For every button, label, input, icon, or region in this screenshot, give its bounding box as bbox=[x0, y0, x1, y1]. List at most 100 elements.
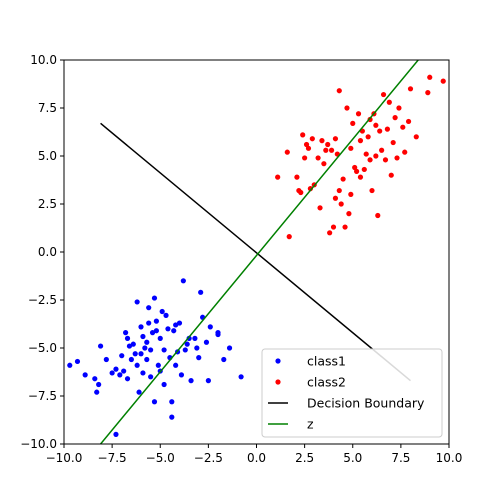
point-series1-50 bbox=[384, 126, 390, 132]
point-series0-3 bbox=[92, 376, 98, 382]
point-series0-23 bbox=[138, 324, 144, 330]
x-tick-label-1: −7.5 bbox=[98, 451, 127, 465]
point-series0-33 bbox=[151, 399, 158, 405]
point-series1-25 bbox=[336, 88, 342, 94]
point-series0-43 bbox=[165, 326, 171, 332]
legend-label-3: z bbox=[307, 417, 314, 432]
point-series0-6 bbox=[97, 343, 104, 349]
point-series1-10 bbox=[307, 186, 313, 192]
x-tick-label-8: 10.0 bbox=[436, 451, 463, 465]
point-series0-22 bbox=[136, 389, 142, 395]
point-series1-7 bbox=[302, 155, 308, 161]
point-series1-31 bbox=[348, 145, 354, 151]
legend-label-2: Decision Boundary bbox=[307, 396, 425, 411]
y-tick-label-1: −7.5 bbox=[28, 389, 57, 403]
point-series1-48 bbox=[380, 91, 387, 98]
point-series1-67 bbox=[373, 122, 379, 128]
point-series1-58 bbox=[402, 149, 408, 155]
point-series1-16 bbox=[323, 147, 329, 153]
point-series1-29 bbox=[344, 105, 350, 111]
y-tick-label-4: 0.0 bbox=[38, 245, 57, 259]
point-series1-3 bbox=[294, 174, 300, 180]
legend-box bbox=[261, 348, 443, 438]
point-series1-53 bbox=[390, 139, 396, 146]
point-series1-9 bbox=[305, 145, 312, 151]
y-tick-label-6: 5.0 bbox=[38, 149, 57, 163]
y-tick-label-0: −10.0 bbox=[20, 437, 57, 451]
series-line-2 bbox=[100, 122, 411, 382]
point-series0-29 bbox=[146, 305, 152, 311]
point-series1-61 bbox=[413, 134, 419, 140]
point-series1-57 bbox=[400, 124, 406, 130]
y-tick-label-7: 7.5 bbox=[38, 101, 57, 115]
x-tick-label-5: 2.5 bbox=[295, 451, 314, 465]
point-series0-12 bbox=[119, 353, 125, 359]
point-series0-25 bbox=[140, 333, 146, 340]
point-series0-71 bbox=[138, 351, 144, 357]
point-series1-33 bbox=[352, 164, 358, 171]
point-series0-55 bbox=[186, 335, 192, 341]
point-series0-62 bbox=[203, 339, 210, 345]
point-series0-46 bbox=[169, 414, 175, 420]
data-marks bbox=[67, 60, 446, 444]
point-series0-67 bbox=[221, 356, 227, 363]
point-series0-17 bbox=[128, 356, 134, 363]
point-series1-54 bbox=[392, 115, 398, 121]
point-series1-18 bbox=[327, 230, 333, 236]
point-series0-20 bbox=[134, 362, 140, 368]
legend-label-0: class1 bbox=[307, 354, 346, 369]
point-series1-2 bbox=[286, 234, 292, 240]
point-series1-47 bbox=[379, 147, 385, 153]
point-series1-11 bbox=[309, 136, 315, 142]
point-series0-7 bbox=[103, 356, 109, 363]
x-tick-label-0: −10.0 bbox=[46, 451, 83, 465]
point-series0-47 bbox=[171, 328, 177, 334]
point-series0-36 bbox=[155, 362, 161, 368]
point-series1-38 bbox=[361, 166, 367, 173]
point-series0-10 bbox=[113, 431, 119, 437]
point-series1-62 bbox=[425, 90, 431, 96]
point-series0-31 bbox=[148, 347, 154, 353]
point-series0-32 bbox=[149, 330, 156, 336]
point-series0-18 bbox=[130, 341, 136, 347]
point-series0-24 bbox=[140, 370, 146, 376]
point-series0-45 bbox=[169, 399, 175, 405]
point-series0-34 bbox=[151, 295, 158, 301]
point-series1-6 bbox=[300, 132, 306, 138]
point-series0-73 bbox=[173, 362, 179, 368]
point-series1-66 bbox=[357, 138, 364, 144]
point-series0-0 bbox=[67, 362, 73, 368]
point-series1-15 bbox=[319, 138, 325, 144]
point-series1-59 bbox=[405, 118, 412, 125]
point-series1-26 bbox=[338, 201, 344, 207]
point-series1-20 bbox=[330, 224, 337, 230]
point-series1-22 bbox=[332, 136, 339, 142]
point-series0-42 bbox=[163, 312, 169, 318]
point-series1-24 bbox=[336, 187, 342, 194]
point-series0-66 bbox=[215, 330, 221, 336]
point-series0-63 bbox=[205, 378, 211, 384]
point-series1-1 bbox=[284, 149, 290, 155]
y-tick-label-8: 10.0 bbox=[30, 53, 57, 67]
point-series1-63 bbox=[427, 74, 433, 80]
x-tick-label-7: 7.5 bbox=[391, 451, 410, 465]
point-series0-8 bbox=[109, 370, 115, 376]
point-series1-19 bbox=[328, 147, 335, 153]
point-series0-11 bbox=[117, 372, 123, 378]
point-series0-48 bbox=[173, 322, 179, 328]
point-series1-49 bbox=[382, 157, 389, 163]
point-series1-32 bbox=[350, 120, 356, 126]
x-tick-label-6: 5.0 bbox=[343, 451, 362, 465]
point-series1-56 bbox=[396, 105, 402, 111]
point-series0-2 bbox=[82, 372, 88, 378]
point-series0-19 bbox=[132, 351, 138, 357]
point-series1-45 bbox=[375, 212, 381, 219]
point-series0-14 bbox=[123, 330, 129, 336]
point-series1-42 bbox=[369, 187, 375, 194]
legend: class1 class2 Decision Boundary z bbox=[261, 348, 443, 438]
point-series0-70 bbox=[124, 376, 131, 382]
point-series0-60 bbox=[198, 289, 204, 295]
point-series0-53 bbox=[182, 347, 188, 353]
point-series1-34 bbox=[354, 168, 360, 174]
